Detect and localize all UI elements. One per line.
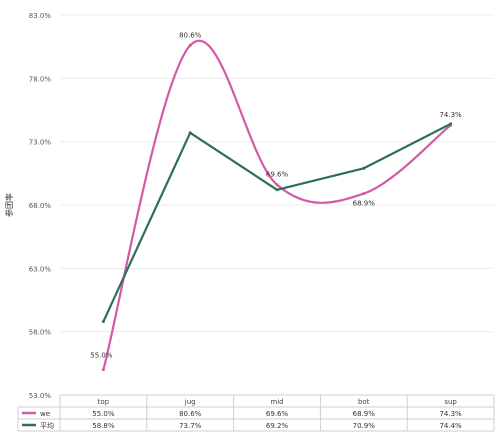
- data-label: 74.3%: [439, 111, 462, 119]
- y-axis-label: 参团率: [4, 193, 14, 217]
- series-point: [188, 131, 192, 135]
- y-tick-label: 58.0%: [29, 329, 52, 337]
- series-point: [362, 166, 366, 170]
- series-point: [101, 368, 105, 372]
- data-labels: 55.0% 80.6% 69.6% 68.9% 74.3%: [90, 31, 462, 359]
- x-tick-label: bot: [358, 398, 370, 406]
- table-cell: 80.6%: [179, 410, 202, 418]
- data-table: top jug mid bot sup we 55.0% 80.6% 69.6% 68.9% 74.…: [17, 395, 495, 432]
- y-tick-labels: 53.0% 58.0% 63.0% 68.0% 73.0% 78.0% 83.0%: [29, 12, 52, 400]
- series-point: [449, 122, 453, 126]
- y-tick-label: 63.0%: [29, 265, 52, 273]
- gridlines: [60, 14, 494, 396]
- series-point: [362, 192, 366, 196]
- series-point: [275, 183, 279, 187]
- x-tick-label: top: [98, 398, 110, 406]
- table-cell: 69.2%: [266, 422, 289, 430]
- series-line-2: [102, 122, 452, 322]
- data-label: 68.9%: [353, 200, 376, 208]
- data-label: 80.6%: [179, 31, 202, 39]
- series-point: [188, 43, 192, 47]
- x-tick-label: sup: [444, 398, 457, 406]
- y-tick-label: 73.0%: [29, 139, 52, 147]
- table-cell: 58.8%: [92, 422, 115, 430]
- legend-label: 平均: [40, 421, 54, 430]
- x-tick-label: jug: [184, 398, 196, 406]
- series-layer: [101, 39, 453, 372]
- table-cell: 74.3%: [439, 410, 462, 418]
- table-cell: 55.0%: [92, 410, 115, 418]
- series-line-1: [102, 39, 452, 370]
- legend-label: we: [40, 410, 50, 418]
- y-tick-label: 68.0%: [29, 202, 52, 210]
- y-tick-label: 78.0%: [29, 75, 52, 83]
- data-label: 69.6%: [266, 171, 289, 179]
- data-label: 55.0%: [90, 352, 113, 360]
- table-cell: 68.9%: [353, 410, 376, 418]
- y-tick-label: 83.0%: [29, 12, 52, 20]
- table-cell: 70.9%: [353, 422, 376, 430]
- series-point: [275, 188, 279, 192]
- table-cell: 73.7%: [179, 422, 202, 430]
- table-cell: 69.6%: [266, 410, 289, 418]
- x-tick-label: mid: [270, 398, 283, 406]
- table-cell: 74.4%: [439, 422, 462, 430]
- series-point: [101, 320, 105, 324]
- y-tick-label: 53.0%: [29, 392, 52, 400]
